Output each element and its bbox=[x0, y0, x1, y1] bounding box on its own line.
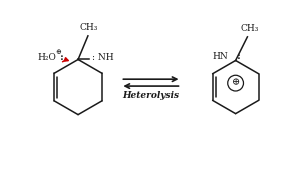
Text: ⊕: ⊕ bbox=[55, 48, 61, 56]
Text: CH₃: CH₃ bbox=[80, 23, 98, 32]
Text: ⊕: ⊕ bbox=[231, 78, 240, 87]
Text: H₂O: H₂O bbox=[37, 53, 56, 62]
Text: :: : bbox=[60, 53, 64, 62]
Text: Heterolysis: Heterolysis bbox=[122, 91, 180, 100]
Text: :: : bbox=[237, 52, 241, 61]
Text: CH₃: CH₃ bbox=[240, 24, 259, 33]
Text: HN: HN bbox=[212, 52, 228, 61]
Text: : NH: : NH bbox=[92, 53, 113, 62]
